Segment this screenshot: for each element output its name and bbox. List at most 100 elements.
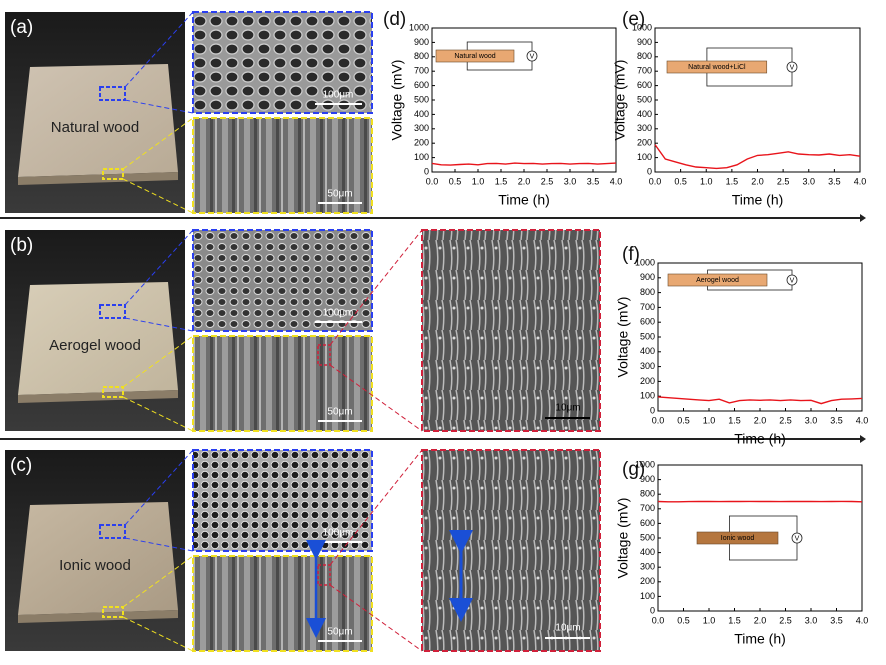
wood-edge: [18, 172, 178, 185]
y-axis-label: Voltage (mV): [615, 498, 631, 579]
panel-label: (b): [10, 235, 33, 256]
x-tick-label: 1.0: [703, 615, 716, 625]
y-tick-label: 800: [637, 51, 652, 61]
x-tick-label: 3.5: [828, 176, 841, 186]
x-tick-label: 1.5: [726, 176, 739, 186]
x-tick-label: 1.0: [700, 176, 713, 186]
sem-zoom: [421, 229, 601, 432]
y-axis-label: Voltage (mV): [612, 60, 628, 141]
wood-block: [18, 282, 178, 395]
y-tick-label: 900: [640, 272, 655, 282]
sample-strip: [696, 531, 779, 545]
x-tick-label: 2.0: [518, 176, 531, 186]
data-line: [431, 162, 617, 166]
x-tick-label: 3.0: [805, 415, 818, 425]
x-tick-label: 2.5: [779, 615, 792, 625]
sem-zoom: [421, 449, 601, 652]
inset-label: Natural wood+LiCl: [688, 64, 746, 71]
sample-name: Aerogel wood: [49, 337, 141, 354]
sample-name: Natural wood: [51, 119, 139, 136]
roi-blue: [99, 304, 126, 319]
guide: [122, 555, 194, 652]
x-tick-label: 1.5: [728, 615, 741, 625]
voltmeter: [526, 50, 538, 62]
meter-label: V: [530, 53, 535, 60]
voltmeter: [791, 532, 803, 544]
y-tick-label: 1000: [635, 459, 655, 469]
x-axis-label: Time (h): [732, 192, 784, 208]
sem-bottom: [192, 335, 373, 432]
voltmeter: [786, 61, 798, 73]
x-tick-label: 4.0: [856, 415, 869, 425]
x-tick-label: 0.5: [677, 415, 690, 425]
x-tick-label: 1.5: [495, 176, 508, 186]
plot-frame: [431, 27, 617, 173]
y-tick-label: 0: [650, 405, 655, 415]
sem-bottom: [192, 117, 373, 214]
meter-label: V: [795, 535, 800, 542]
y-tick-label: 700: [414, 66, 429, 76]
y-tick-label: 900: [637, 37, 652, 47]
scale-label: 10μm: [555, 623, 580, 634]
y-tick-label: 100: [640, 391, 655, 401]
roi-blue: [99, 86, 126, 101]
y-tick-label: 300: [640, 562, 655, 572]
wood-edge: [18, 390, 178, 403]
x-tick-label: 0.0: [426, 176, 439, 186]
x-tick-label: 4.0: [854, 176, 867, 186]
y-axis-label: Voltage (mV): [615, 297, 631, 378]
x-tick-label: 0.0: [652, 415, 665, 425]
arrow: [0, 214, 866, 222]
x-tick-label: 3.0: [564, 176, 577, 186]
x-tick-label: 3.5: [830, 415, 843, 425]
x-tick-label: 0.0: [652, 615, 665, 625]
x-tick-label: 2.0: [754, 615, 767, 625]
y-axis-label: Voltage (mV): [389, 60, 405, 141]
roi-red: [317, 344, 331, 366]
y-tick-label: 200: [414, 138, 429, 148]
inset-label: Natural wood: [454, 53, 495, 60]
guide: [124, 11, 194, 114]
panel-label: (g): [622, 459, 645, 480]
y-tick-label: 100: [637, 152, 652, 162]
y-tick-label: 300: [637, 123, 652, 133]
y-tick-label: 100: [640, 591, 655, 601]
wood-edge: [18, 610, 178, 623]
panel-label: (c): [10, 455, 32, 476]
x-tick-label: 0.5: [677, 615, 690, 625]
y-tick-label: 400: [640, 547, 655, 557]
roi-yellow: [102, 606, 124, 618]
data-line: [657, 396, 863, 405]
guide: [124, 229, 194, 332]
y-tick-label: 600: [637, 80, 652, 90]
y-tick-label: 600: [640, 317, 655, 327]
sem-top: [192, 11, 373, 114]
roi-blue: [99, 524, 126, 539]
y-tick-label: 0: [647, 166, 652, 176]
y-tick-label: 300: [414, 123, 429, 133]
y-tick-label: 800: [640, 489, 655, 499]
scale-label: 50μm: [327, 407, 352, 418]
y-tick-label: 900: [640, 474, 655, 484]
sem-top: [192, 229, 373, 332]
chart: 0 100 200 300 400 500 600 700 800 900 1000 0.0 0.5 1.…: [615, 459, 869, 647]
sem-top: [192, 449, 373, 552]
scale-label: 100μm: [323, 308, 354, 319]
plot-frame: [657, 262, 863, 412]
meter-label: V: [790, 64, 795, 71]
x-tick-label: 1.0: [472, 176, 485, 186]
inset-label: Ionic wood: [721, 535, 755, 542]
y-tick-label: 700: [640, 302, 655, 312]
y-tick-label: 600: [414, 80, 429, 90]
guide: [329, 229, 423, 432]
x-axis-label: Time (h): [498, 192, 550, 208]
y-tick-label: 400: [414, 109, 429, 119]
sample-strip: [435, 49, 515, 63]
scale-label: 100μm: [323, 90, 354, 101]
y-tick-label: 700: [637, 66, 652, 76]
panel-label: (e): [622, 9, 645, 30]
x-axis-label: Time (h): [734, 431, 786, 447]
x-axis-label: Time (h): [734, 631, 786, 647]
